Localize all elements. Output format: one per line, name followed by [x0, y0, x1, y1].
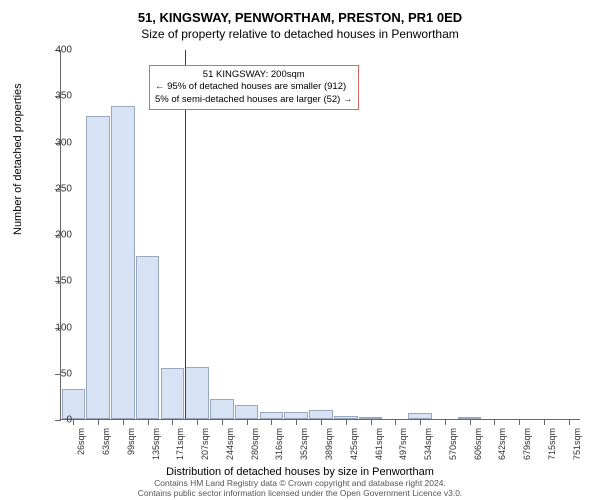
y-tick-label: 400	[42, 45, 72, 56]
plot-area: 51 KINGSWAY: 200sqm ← 95% of detached ho…	[60, 50, 580, 420]
annotation-callout: 51 KINGSWAY: 200sqm ← 95% of detached ho…	[149, 65, 359, 110]
x-tick	[172, 419, 173, 425]
x-tick	[197, 419, 198, 425]
x-tick	[148, 419, 149, 425]
x-tick	[123, 419, 124, 425]
y-tick-label: 50	[42, 368, 72, 379]
x-axis-label: Distribution of detached houses by size …	[0, 466, 600, 478]
histogram-bar	[260, 412, 284, 419]
histogram-bar	[111, 106, 135, 419]
x-tick	[494, 419, 495, 425]
x-tick	[346, 419, 347, 425]
x-tick	[445, 419, 446, 425]
x-tick	[247, 419, 248, 425]
x-tick	[420, 419, 421, 425]
y-tick-label: 350	[42, 91, 72, 102]
x-tick	[544, 419, 545, 425]
annotation-smaller-pct: ← 95% of detached houses are smaller (91…	[155, 81, 353, 93]
attribution-text: Contains HM Land Registry data © Crown c…	[0, 478, 600, 498]
attribution-line2: Contains public sector information licen…	[0, 488, 600, 498]
y-tick-label: 150	[42, 276, 72, 287]
y-axis-label: Number of detached properties	[12, 83, 24, 235]
attribution-line1: Contains HM Land Registry data © Crown c…	[0, 478, 600, 488]
chart-title-address: 51, KINGSWAY, PENWORTHAM, PRESTON, PR1 0…	[0, 0, 600, 25]
x-tick	[371, 419, 372, 425]
x-tick	[519, 419, 520, 425]
histogram-bar	[136, 256, 160, 419]
histogram-bar	[86, 116, 110, 419]
annotation-larger-pct: 5% of semi-detached houses are larger (5…	[155, 94, 353, 106]
histogram-chart: 51 KINGSWAY: 200sqm ← 95% of detached ho…	[60, 50, 580, 420]
histogram-bar	[309, 410, 333, 419]
histogram-bar	[185, 367, 209, 419]
x-tick	[98, 419, 99, 425]
y-tick-label: 250	[42, 183, 72, 194]
x-tick	[569, 419, 570, 425]
x-tick	[321, 419, 322, 425]
histogram-bar	[161, 368, 185, 419]
y-tick-label: 0	[42, 415, 72, 426]
x-tick	[395, 419, 396, 425]
x-tick	[271, 419, 272, 425]
y-tick-label: 300	[42, 137, 72, 148]
annotation-property-size: 51 KINGSWAY: 200sqm	[155, 69, 353, 81]
x-tick	[222, 419, 223, 425]
x-tick	[73, 419, 74, 425]
y-tick-label: 100	[42, 322, 72, 333]
chart-title-subtitle: Size of property relative to detached ho…	[0, 25, 600, 41]
x-tick	[470, 419, 471, 425]
histogram-bar	[284, 412, 308, 419]
x-tick	[296, 419, 297, 425]
histogram-bar	[235, 405, 259, 419]
histogram-bar	[210, 399, 234, 419]
y-tick-label: 200	[42, 230, 72, 241]
